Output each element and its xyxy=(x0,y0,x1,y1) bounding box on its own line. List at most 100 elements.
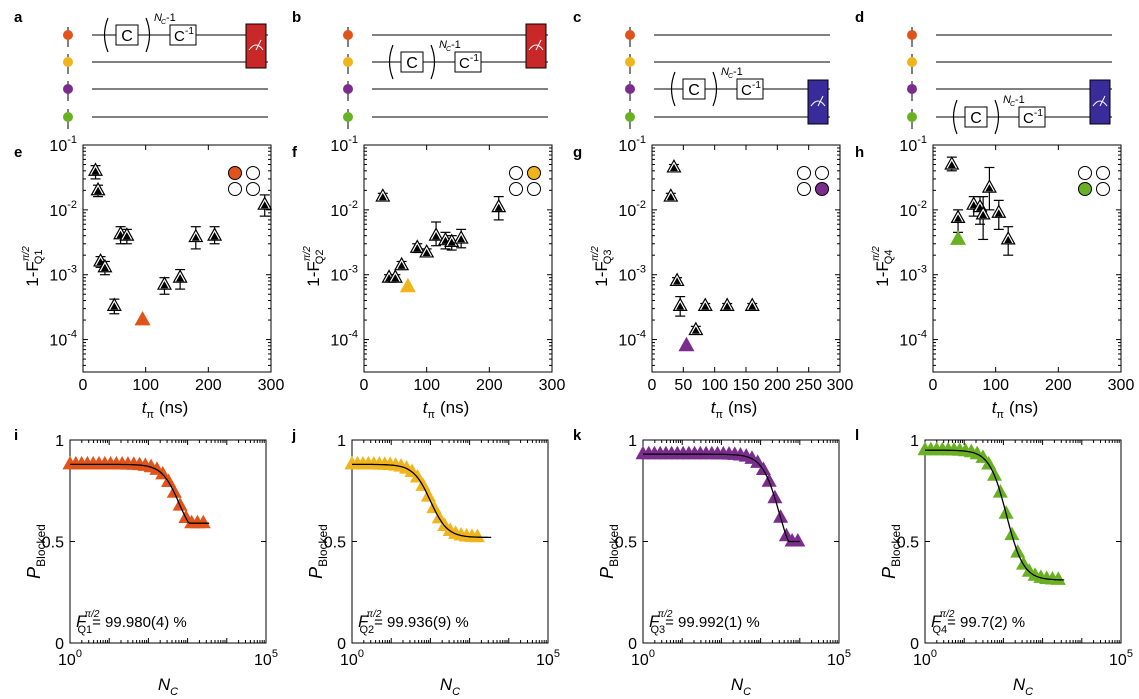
fidelity-symbol: F xyxy=(649,612,661,631)
data-point-core xyxy=(748,302,757,310)
y-tick-label: 0.5 xyxy=(324,535,346,552)
x-axis-label-part: π xyxy=(996,409,1004,421)
tick-base: 10 xyxy=(618,138,636,155)
tick-exp: -3 xyxy=(917,264,927,276)
y-axis-label: 1-Fπ/2Q3 xyxy=(590,246,614,287)
data-point xyxy=(790,533,806,547)
plot-frame xyxy=(363,144,553,373)
meter-needle-icon xyxy=(817,95,824,107)
x-axis-label-part: (ns) xyxy=(728,398,757,417)
qubit-dot-q2 xyxy=(907,57,917,67)
y-tick-label: 1 xyxy=(337,433,346,450)
data-point xyxy=(1015,556,1032,570)
x-axis-label: tπ (ns) xyxy=(423,398,470,421)
tick-base: 10 xyxy=(58,652,76,669)
qubit-dot-q4 xyxy=(63,112,73,122)
x-tick-label: 300 xyxy=(539,377,566,394)
qubit-dot-q4 xyxy=(907,112,917,122)
gate-cinv-exp: -1 xyxy=(1034,108,1043,119)
repeat-exp-n: N xyxy=(721,66,729,78)
panel-label-h: h xyxy=(855,144,864,161)
tick-label: 10-1 xyxy=(618,134,646,155)
x-axis-label-part: t xyxy=(142,398,148,417)
qubit-indicator-3 xyxy=(1078,182,1092,196)
repeat-exp-n: N xyxy=(439,39,447,51)
fidelity-part: Q3 xyxy=(650,624,665,636)
fidelity-part: Q4 xyxy=(932,624,947,636)
gate-cinv-label: C xyxy=(459,55,470,72)
tick-label: 10-3 xyxy=(330,264,358,285)
data-point-core xyxy=(100,263,109,271)
y-axis-label-part: Blocked xyxy=(316,524,330,567)
tick-base: 10 xyxy=(536,652,554,669)
gate-cinv-box xyxy=(454,51,482,73)
data-point-core xyxy=(701,302,710,310)
tick-base: 10 xyxy=(330,268,348,285)
qubit-indicator-3 xyxy=(228,182,242,196)
data-point-core xyxy=(676,302,685,310)
x-axis-label-part: t xyxy=(992,398,998,417)
tick-base: 10 xyxy=(618,203,636,220)
y-axis-label-part: π/2 xyxy=(302,246,313,261)
data-point-core xyxy=(457,235,466,243)
meter-icon xyxy=(810,100,826,107)
qubit-indicator-1 xyxy=(797,166,811,180)
x-axis-label-part: π xyxy=(715,409,723,421)
fidelity-part: = 99.936(9) % xyxy=(374,614,469,631)
x-tick-label: 150 xyxy=(733,377,760,394)
qubit-indicator-4 xyxy=(1096,182,1110,196)
gate-c-label: C xyxy=(121,28,133,45)
gate-c-label: C xyxy=(688,82,700,99)
qubit-dot-q3 xyxy=(63,84,73,94)
y-axis-label-part: π/2 xyxy=(871,246,882,261)
y-tick-label: 0 xyxy=(628,636,637,653)
data-point-core xyxy=(947,160,956,169)
gate-cinv-exp: -1 xyxy=(185,26,194,37)
fidelity-part: Q1 xyxy=(77,624,92,636)
tick-label: 105 xyxy=(827,648,851,669)
panel-label-i: i xyxy=(14,427,18,444)
qubit-indicator-4 xyxy=(246,182,260,196)
tick-exp: -3 xyxy=(636,264,646,276)
y-tick-label: 0.5 xyxy=(42,535,64,552)
data-point-core xyxy=(432,232,441,240)
repeat-exp-n: N xyxy=(154,12,162,24)
data-point-core xyxy=(673,277,682,285)
tick-label: 105 xyxy=(536,648,560,669)
x-tick-label: 200 xyxy=(195,377,222,394)
tick-label: 10-3 xyxy=(899,264,927,285)
panel-label-j: j xyxy=(291,427,296,444)
circuit-d: CN C -1C -1 xyxy=(907,27,1112,135)
data-point xyxy=(415,477,431,491)
tick-label: 10-2 xyxy=(899,199,927,220)
data-point-core xyxy=(210,232,219,240)
y-axis-label-part: Blocked xyxy=(889,524,903,567)
data-point xyxy=(1050,571,1066,585)
tick-exp: 5 xyxy=(554,648,560,660)
repeat-exp-tail: -1 xyxy=(733,66,743,78)
data-point-core xyxy=(441,236,450,244)
repeat-exp-sub: C xyxy=(1010,101,1016,108)
x-axis-label-part: (ns) xyxy=(159,398,188,417)
qubit-dot-q3 xyxy=(907,84,917,94)
data-point-core xyxy=(397,261,406,269)
data-point-core xyxy=(985,184,994,192)
circuit-c: CN C -1C -1 xyxy=(625,27,830,129)
tick-exp: -2 xyxy=(67,199,77,211)
data-point xyxy=(750,454,766,468)
tick-label: 10-2 xyxy=(330,199,358,220)
plot-frame xyxy=(82,144,272,373)
data-point xyxy=(160,473,177,487)
bracket-left xyxy=(388,44,394,80)
qubit-dot-q2 xyxy=(63,57,73,67)
tick-exp: 5 xyxy=(272,648,278,660)
data-point xyxy=(469,528,485,543)
fit-curve xyxy=(643,453,800,543)
x-axis-label-part: N xyxy=(731,675,744,694)
data-point-core xyxy=(494,203,503,211)
qubit-indicator-2 xyxy=(246,166,260,180)
data-point-core xyxy=(666,193,675,201)
